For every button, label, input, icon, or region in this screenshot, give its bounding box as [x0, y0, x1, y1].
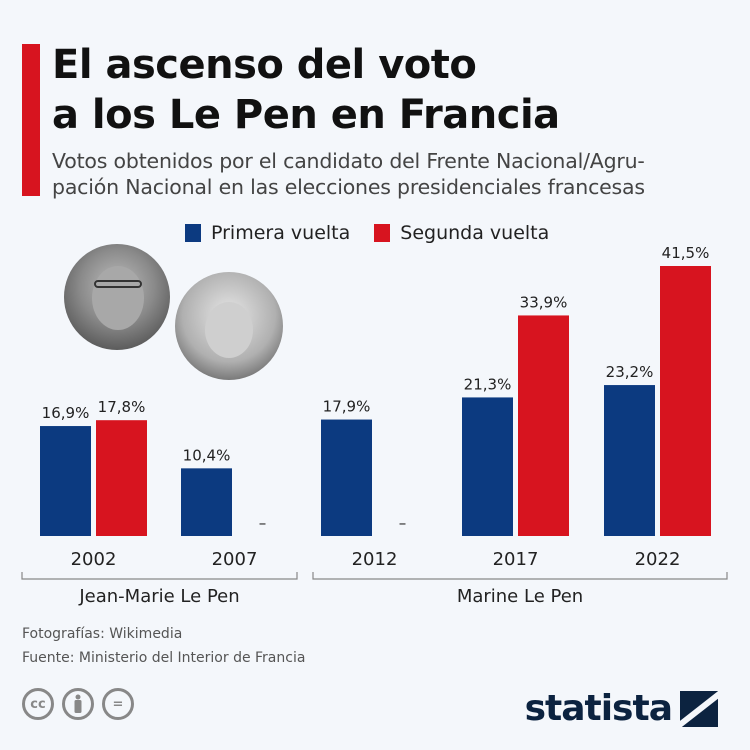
legend-swatch-segunda — [374, 224, 391, 242]
data-label-2002-segunda: 17,8% — [98, 398, 146, 416]
data-label-2007-primera: 10,4% — [183, 446, 231, 464]
bar-2022-segunda — [660, 266, 711, 536]
title-accent-bar — [22, 44, 40, 196]
legend-item-primera: Primera vuelta — [185, 222, 350, 244]
title-line-1: El ascenso del voto — [52, 42, 477, 88]
bar-2007-primera — [181, 468, 232, 536]
group-bracket-0 — [21, 572, 298, 580]
x-tick-label-2017: 2017 — [493, 549, 539, 570]
bar-2012-primera — [321, 419, 372, 536]
data-label-2022-segunda: 41,5% — [662, 244, 710, 262]
legend-label-primera: Primera vuelta — [211, 222, 351, 244]
subtitle-line-2: pación Nacional en las elecciones presid… — [52, 175, 645, 199]
statista-mark-icon — [680, 690, 718, 727]
bar-2002-segunda — [96, 420, 147, 536]
x-tick-label-2007: 2007 — [212, 549, 258, 570]
group-label-1: Marine Le Pen — [457, 586, 583, 607]
data-label-2017-segunda: 33,9% — [520, 293, 568, 311]
legend-swatch-primera — [185, 224, 201, 242]
page-title: El ascenso del voto a los Le Pen en Fran… — [52, 40, 560, 140]
photos-credit: Fotografías: Wikimedia — [22, 626, 183, 642]
legend-label-segunda: Segunda vuelta — [400, 222, 550, 244]
photo-jean-marie-le-pen — [64, 244, 170, 350]
subtitle-line-1: Votos obtenidos por el candidato del Fre… — [52, 149, 645, 173]
photo-marine-le-pen — [175, 272, 283, 380]
no-data-dash-2007: – — [259, 514, 267, 532]
legend: Primera vuelta Segunda vuelta — [185, 222, 549, 244]
data-label-2022-primera: 23,2% — [606, 363, 654, 381]
data-label-2012-primera: 17,9% — [323, 398, 371, 416]
data-label-2017-primera: 21,3% — [464, 375, 512, 393]
brand-name: statista — [524, 688, 673, 729]
by-icon[interactable] — [62, 688, 94, 720]
bar-2017-segunda — [518, 315, 569, 536]
nd-icon[interactable]: = — [102, 688, 134, 720]
data-label-2002-primera: 16,9% — [42, 404, 90, 422]
legend-item-segunda: Segunda vuelta — [374, 222, 549, 244]
group-bracket-1 — [312, 572, 728, 580]
license-icons: cc = — [22, 688, 134, 720]
subtitle: Votos obtenidos por el candidato del Fre… — [52, 148, 645, 200]
bar-2017-primera — [462, 397, 513, 536]
bar-2002-primera — [40, 426, 91, 536]
x-tick-label-2022: 2022 — [635, 549, 681, 570]
bar-2022-primera — [604, 385, 655, 536]
x-tick-label-2002: 2002 — [71, 549, 117, 570]
source-note: Fuente: Ministerio del Interior de Franc… — [22, 650, 306, 666]
cc-icon[interactable]: cc — [22, 688, 54, 720]
x-tick-label-2012: 2012 — [352, 549, 398, 570]
title-line-2: a los Le Pen en Francia — [52, 92, 560, 138]
statista-logo[interactable]: statista — [525, 688, 718, 729]
group-label-0: Jean-Marie Le Pen — [78, 586, 239, 607]
no-data-dash-2012: – — [399, 514, 407, 532]
